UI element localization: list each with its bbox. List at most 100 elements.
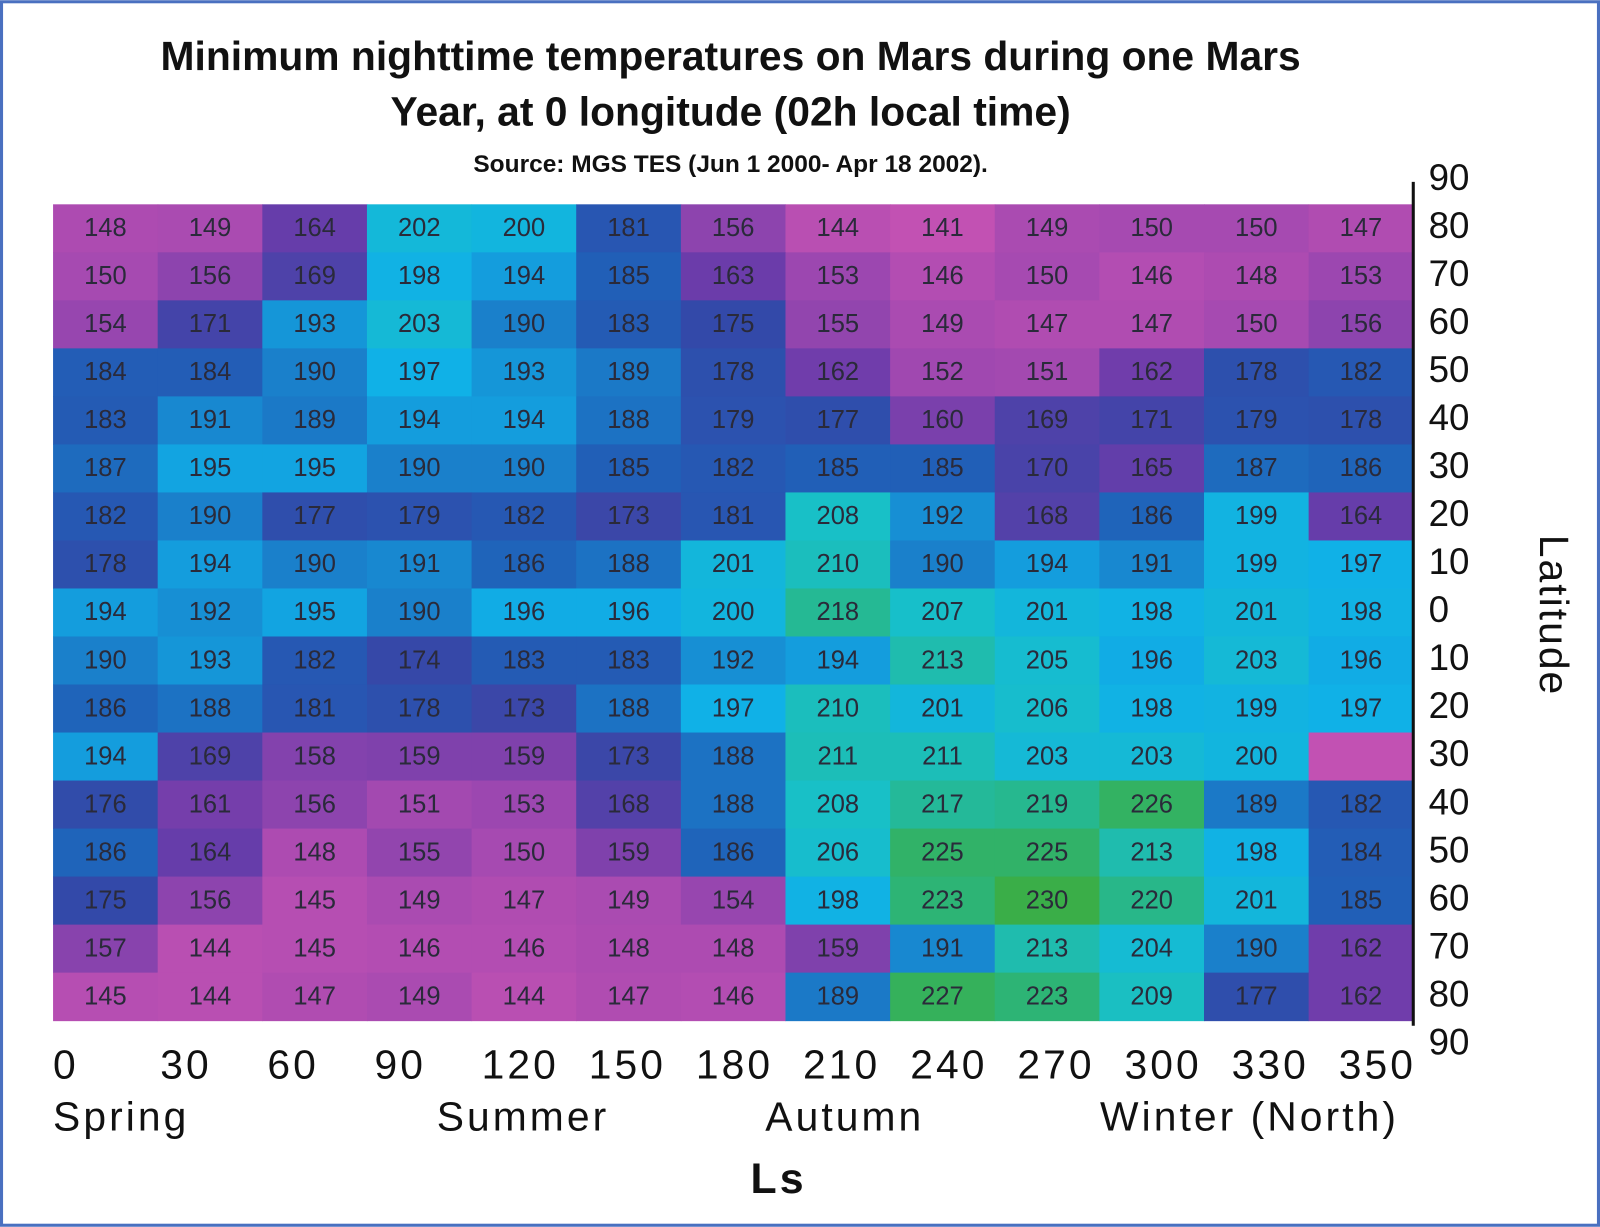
cell-label: 192	[189, 598, 232, 626]
cell-label: 145	[293, 934, 336, 962]
heat-cell	[890, 876, 996, 926]
cell-label: 190	[293, 550, 336, 578]
cell-label: 156	[189, 262, 232, 290]
heat-cell	[366, 444, 473, 493]
cell-label: 189	[817, 982, 860, 1010]
cell-label: 188	[189, 694, 232, 722]
cell-label: 190	[84, 646, 127, 674]
heat-cell	[1204, 828, 1310, 878]
y-tick-label: 10	[1429, 637, 1470, 678]
cell-label: 193	[293, 310, 336, 338]
y-tick-label: 30	[1429, 733, 1470, 774]
cell-label: 186	[1130, 502, 1173, 530]
cell-label: 147	[1026, 310, 1069, 338]
heat-cell	[1099, 540, 1205, 589]
cell-label: 182	[293, 646, 336, 674]
season-label: Autumn	[765, 1093, 924, 1139]
cell-label: 206	[1026, 694, 1069, 722]
cell-label: 186	[712, 838, 755, 866]
cell-label: 169	[293, 262, 336, 290]
cell-label: 193	[503, 358, 546, 386]
heat-cell	[994, 780, 1100, 830]
heat-cell	[1308, 924, 1414, 974]
heat-cell	[262, 684, 368, 734]
heat-cell	[1204, 300, 1310, 349]
cell-label: 185	[607, 262, 650, 290]
heat-cell	[680, 252, 786, 301]
cell-label: 177	[293, 502, 336, 530]
cell-label: 144	[503, 982, 546, 1010]
cell-label: 181	[607, 214, 650, 242]
cell-label: 199	[1235, 550, 1278, 578]
cell-label: 197	[712, 694, 755, 722]
cell-label: 196	[1130, 646, 1173, 674]
y-tick-label: 40	[1429, 397, 1470, 438]
cell-label: 199	[1235, 694, 1278, 722]
heat-cell	[576, 636, 682, 686]
cell-label: 194	[503, 262, 546, 290]
heat-cell	[576, 540, 682, 589]
heat-cell	[994, 684, 1100, 734]
cell-label: 179	[1235, 406, 1278, 434]
cell-label: 195	[189, 454, 232, 482]
heat-cell	[576, 252, 682, 301]
cell-label: 149	[398, 886, 441, 914]
heat-cell	[785, 636, 891, 686]
heat-cell	[53, 348, 159, 397]
heat-cell	[1308, 540, 1414, 589]
chart-title: Minimum nighttime temperatures on Mars d…	[161, 33, 1301, 79]
heat-cell	[785, 492, 891, 541]
heat-cell	[366, 300, 473, 349]
heat-cell	[994, 924, 1100, 974]
cell-label: 184	[84, 358, 127, 386]
cell-label: 181	[293, 694, 336, 722]
cell-label: 164	[1340, 502, 1383, 530]
cell-label: 189	[293, 406, 336, 434]
cell-label: 148	[293, 838, 336, 866]
cell-label: 178	[712, 358, 755, 386]
heat-cell	[994, 828, 1100, 878]
heat-cell	[262, 972, 368, 1022]
cell-label: 188	[607, 550, 650, 578]
cell-label: 173	[607, 502, 650, 530]
y-tick-label: 80	[1429, 973, 1470, 1014]
cell-label: 194	[189, 550, 232, 578]
cell-label: 161	[189, 790, 232, 818]
heat-cell	[994, 348, 1100, 397]
cell-label: 186	[84, 694, 127, 722]
cell-label: 187	[1235, 454, 1278, 482]
cell-label: 178	[84, 550, 127, 578]
cell-label: 187	[84, 454, 127, 482]
heat-cell	[1099, 972, 1205, 1022]
cell-label: 210	[817, 694, 860, 722]
y-tick-label: 10	[1429, 541, 1470, 582]
heat-cell	[366, 540, 473, 589]
cell-label: 177	[817, 406, 860, 434]
heat-cell	[1204, 924, 1310, 974]
heat-cell	[785, 780, 891, 830]
heat-cell	[680, 444, 786, 493]
x-tick-label: 180	[696, 1041, 773, 1087]
heat-cell	[1204, 396, 1310, 445]
cell-label: 186	[84, 838, 127, 866]
heat-cell	[157, 588, 263, 637]
cell-label: 190	[398, 454, 441, 482]
cell-label: 206	[817, 838, 860, 866]
cell-label: 148	[712, 934, 755, 962]
heat-cell	[1204, 348, 1310, 397]
heat-cell	[680, 972, 786, 1022]
heat-cell	[262, 444, 368, 493]
cell-label: 175	[84, 886, 127, 914]
heat-cell	[785, 588, 891, 637]
cell-label: 201	[712, 550, 755, 578]
cell-label: 225	[1026, 838, 1069, 866]
heat-cell	[157, 540, 263, 589]
heat-cell	[1308, 252, 1414, 301]
heat-cell	[366, 636, 473, 686]
cell-label: 223	[921, 886, 964, 914]
heat-cell	[157, 444, 263, 493]
heat-cell	[785, 972, 891, 1022]
heat-cell	[262, 396, 368, 445]
heat-cell	[53, 588, 159, 637]
cell-label: 217	[921, 790, 964, 818]
